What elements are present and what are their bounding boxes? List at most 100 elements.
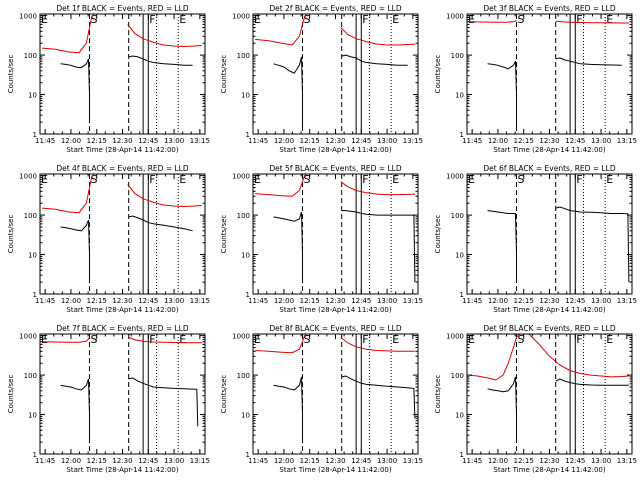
x-tick-label: 12:45 [565, 137, 585, 145]
y-axis-label: Counts/sec [7, 375, 15, 414]
x-axis-label: Start Time (28-Apr-14 11:42:00) [66, 466, 178, 474]
x-tick-label: 13:00 [591, 137, 611, 145]
x-axis-label: Start Time (28-Apr-14 11:42:00) [279, 466, 391, 474]
x-tick-label: 12:00 [274, 457, 294, 465]
plot-frame [252, 173, 419, 295]
x-tick-label: 13:00 [164, 137, 184, 145]
marker-label-e: E [606, 13, 613, 26]
x-tick-label: 12:45 [138, 457, 158, 465]
marker-label-f: F [149, 13, 155, 26]
x-axis-label: Start Time (28-Apr-14 11:42:00) [493, 306, 605, 314]
marker-label-s: S [91, 173, 98, 186]
marker-label-e: E [606, 173, 613, 186]
y-tick-label: 1 [460, 291, 464, 299]
x-tick-label: 12:15 [514, 297, 534, 305]
y-tick-label: 10 [28, 412, 37, 420]
y-tick-label: 10 [455, 252, 464, 260]
x-tick-label: 13:00 [164, 457, 184, 465]
series-lld-line-1 [42, 27, 90, 54]
y-tick-label: 100 [24, 212, 37, 220]
x-tick-label: 12:00 [61, 297, 81, 305]
x-tick-label: 12:30 [325, 297, 345, 305]
series-events-line-2 [128, 215, 193, 232]
marker-label-f: F [362, 13, 368, 26]
panel-title: Det 9f BLACK = Events, RED = LLD [483, 324, 616, 333]
marker-label-e: E [468, 333, 475, 346]
x-tick-label: 13:15 [190, 457, 210, 465]
series-lld-line-2 [302, 174, 307, 182]
x-tick-label: 12:00 [61, 457, 81, 465]
x-axis-label: Start Time (28-Apr-14 11:42:00) [279, 306, 391, 314]
y-tick-label: 1 [460, 131, 464, 139]
marker-label-e: E [41, 13, 48, 26]
y-tick-label: 100 [24, 52, 37, 60]
panel-title: Det 1f BLACK = Events, RED = LLD [56, 4, 189, 13]
y-tick-label: 1000 [446, 173, 464, 181]
x-tick-label: 12:30 [539, 457, 559, 465]
x-tick-label: 12:15 [514, 457, 534, 465]
x-tick-label: 13:00 [591, 297, 611, 305]
y-tick-label: 10 [455, 92, 464, 100]
series-events-line-2 [341, 375, 416, 419]
x-tick-label: 13:15 [617, 297, 637, 305]
marker-label-e: E [41, 333, 48, 346]
x-tick-label: 12:30 [539, 137, 559, 145]
x-tick-label: 12:00 [274, 137, 294, 145]
marker-label-e: E [179, 173, 186, 186]
x-tick-label: 13:15 [617, 137, 637, 145]
x-tick-label: 12:30 [325, 457, 345, 465]
x-tick-label: 12:15 [300, 137, 320, 145]
y-tick-label: 1 [246, 451, 250, 459]
x-tick-label: 13:15 [403, 137, 423, 145]
x-tick-label: 12:15 [300, 457, 320, 465]
x-tick-label: 13:15 [403, 297, 423, 305]
marker-label-e: E [468, 13, 475, 26]
x-tick-label: 13:15 [403, 457, 423, 465]
x-tick-label: 13:00 [591, 457, 611, 465]
x-axis-label: Start Time (28-Apr-14 11:42:00) [66, 306, 178, 314]
y-tick-label: 1 [33, 451, 37, 459]
x-tick-label: 12:00 [488, 457, 508, 465]
x-tick-label: 13:15 [190, 137, 210, 145]
y-tick-label: 100 [237, 212, 250, 220]
y-tick-label: 10 [28, 252, 37, 260]
series-events-line-1 [60, 58, 90, 123]
y-axis-label: Counts/sec [7, 215, 15, 254]
series-lld-line-2 [302, 334, 307, 342]
y-tick-label: 100 [237, 372, 250, 380]
series-events-line-2 [341, 210, 416, 283]
marker-label-s: S [304, 173, 311, 186]
panel-title: Det 5f BLACK = Events, RED = LLD [269, 164, 402, 173]
y-axis-label: Counts/sec [434, 375, 442, 414]
marker-label-f: F [576, 333, 582, 346]
marker-label-e: E [254, 333, 261, 346]
marker-label-e: E [179, 333, 186, 346]
panel-title: Det 3f BLACK = Events, RED = LLD [483, 4, 616, 13]
series-events-line-2 [555, 206, 630, 283]
x-tick-label: 11:45 [35, 137, 55, 145]
x-tick-label: 11:45 [248, 457, 268, 465]
panel-title: Det 6f BLACK = Events, RED = LLD [483, 164, 616, 173]
x-tick-label: 13:00 [164, 297, 184, 305]
y-tick-label: 10 [28, 92, 37, 100]
marker-label-e: E [392, 173, 399, 186]
marker-label-f: F [576, 173, 582, 186]
y-axis-label: Counts/sec [220, 375, 228, 414]
x-tick-label: 12:45 [565, 297, 585, 305]
x-axis-label: Start Time (28-Apr-14 11:42:00) [279, 146, 391, 154]
series-events-line-1 [487, 60, 517, 131]
y-tick-label: 1000 [19, 333, 37, 341]
x-tick-label: 12:00 [61, 137, 81, 145]
series-events-line-1 [60, 378, 90, 443]
x-tick-label: 11:45 [462, 137, 482, 145]
y-tick-label: 100 [451, 52, 464, 60]
series-events-line-2 [555, 57, 622, 66]
y-tick-label: 1000 [232, 333, 250, 341]
plot-frame [466, 13, 633, 135]
series-events-line-1 [273, 56, 303, 131]
y-tick-label: 1 [246, 131, 250, 139]
y-tick-label: 1000 [446, 13, 464, 21]
